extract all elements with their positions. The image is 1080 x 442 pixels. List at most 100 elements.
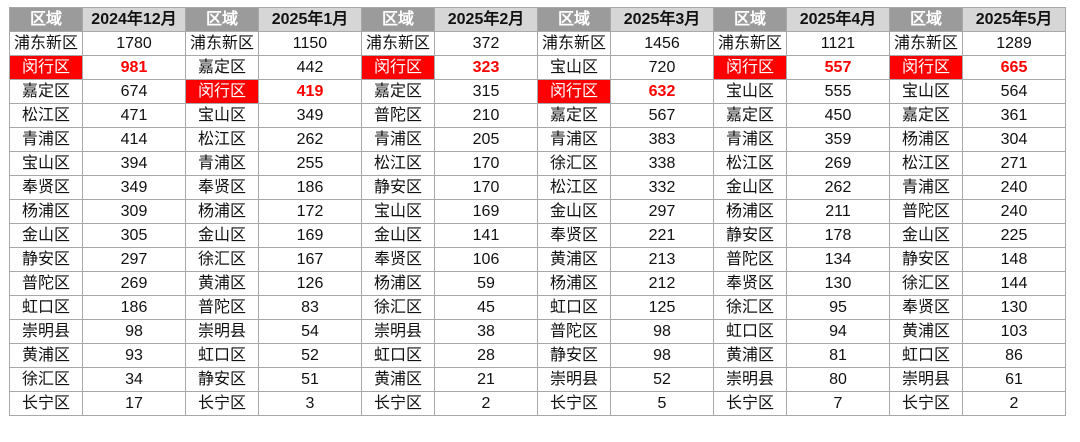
- value-cell: 178: [786, 223, 890, 248]
- value-cell: 205: [434, 127, 538, 152]
- region-cell: 奉贤区: [537, 223, 611, 248]
- region-cell: 金山区: [185, 223, 259, 248]
- value-cell: 372: [434, 31, 538, 56]
- value-cell: 240: [962, 199, 1066, 224]
- value-cell: 51: [258, 367, 362, 392]
- value-cell: 186: [82, 295, 186, 320]
- highlighted-value-cell: 632: [610, 79, 714, 104]
- header-row: 区域 2024年12月 区域 2025年1月 区域 2025年2月 区域 2025年3月 区域 2…: [9, 7, 1066, 32]
- highlighted-value-cell: 323: [434, 55, 538, 80]
- region-cell: 普陀区: [889, 199, 963, 224]
- value-cell: 169: [434, 199, 538, 224]
- value-cell: 262: [258, 127, 362, 152]
- region-cell: 崇明县: [361, 319, 435, 344]
- region-cell: 徐汇区: [9, 367, 83, 392]
- region-cell: 静安区: [361, 175, 435, 200]
- month-column-header: 2025年5月: [962, 7, 1066, 32]
- region-cell: 奉贤区: [9, 175, 83, 200]
- value-cell: 130: [962, 295, 1066, 320]
- value-cell: 28: [434, 343, 538, 368]
- table-row: 崇明县 98 崇明县 54 崇明县 38 普陀区 98 虹口区 94 黄浦区 103: [9, 319, 1066, 344]
- highlighted-value-cell: 419: [258, 79, 362, 104]
- table-row: 长宁区 17 长宁区 3 长宁区 2 长宁区 5 长宁区 7 长宁区 2: [9, 391, 1066, 416]
- value-cell: 442: [258, 55, 362, 80]
- region-cell: 黄浦区: [361, 367, 435, 392]
- district-ranking-table: 区域 2024年12月 区域 2025年1月 区域 2025年2月 区域 2025年3月 区域 2…: [9, 7, 1066, 416]
- value-cell: 304: [962, 127, 1066, 152]
- value-cell: 1456: [610, 31, 714, 56]
- value-cell: 674: [82, 79, 186, 104]
- region-cell: 崇明县: [889, 367, 963, 392]
- value-cell: 349: [82, 175, 186, 200]
- region-cell: 金山区: [9, 223, 83, 248]
- region-column-header: 区域: [9, 7, 83, 32]
- region-cell: 奉贤区: [713, 271, 787, 296]
- value-cell: 83: [258, 295, 362, 320]
- region-cell: 虹口区: [185, 343, 259, 368]
- value-cell: 172: [258, 199, 362, 224]
- value-cell: 1289: [962, 31, 1066, 56]
- region-cell: 长宁区: [185, 391, 259, 416]
- region-cell: 青浦区: [713, 127, 787, 152]
- region-cell: 松江区: [185, 127, 259, 152]
- region-cell: 青浦区: [185, 151, 259, 176]
- region-cell: 静安区: [713, 223, 787, 248]
- value-cell: 315: [434, 79, 538, 104]
- region-cell: 徐汇区: [537, 151, 611, 176]
- region-cell: 虹口区: [889, 343, 963, 368]
- highlighted-region-cell: 闵行区: [9, 55, 83, 80]
- value-cell: 338: [610, 151, 714, 176]
- region-cell: 青浦区: [9, 127, 83, 152]
- region-cell: 黄浦区: [713, 343, 787, 368]
- value-cell: 414: [82, 127, 186, 152]
- value-cell: 309: [82, 199, 186, 224]
- value-cell: 52: [610, 367, 714, 392]
- region-cell: 青浦区: [889, 175, 963, 200]
- table-row: 金山区 305 金山区 169 金山区 141 奉贤区 221 静安区 178 金山区 225: [9, 223, 1066, 248]
- region-cell: 静安区: [889, 247, 963, 272]
- region-cell: 长宁区: [361, 391, 435, 416]
- value-cell: 21: [434, 367, 538, 392]
- value-cell: 564: [962, 79, 1066, 104]
- region-cell: 徐汇区: [185, 247, 259, 272]
- region-cell: 浦东新区: [713, 31, 787, 56]
- value-cell: 167: [258, 247, 362, 272]
- value-cell: 262: [786, 175, 890, 200]
- value-cell: 1150: [258, 31, 362, 56]
- value-cell: 269: [786, 151, 890, 176]
- region-cell: 杨浦区: [361, 271, 435, 296]
- region-cell: 金山区: [713, 175, 787, 200]
- highlighted-value-cell: 981: [82, 55, 186, 80]
- value-cell: 211: [786, 199, 890, 224]
- value-cell: 98: [610, 343, 714, 368]
- value-cell: 2: [962, 391, 1066, 416]
- region-cell: 松江区: [537, 175, 611, 200]
- region-cell: 松江区: [9, 103, 83, 128]
- region-cell: 崇明县: [713, 367, 787, 392]
- highlighted-region-cell: 闵行区: [185, 79, 259, 104]
- value-cell: 38: [434, 319, 538, 344]
- region-cell: 普陀区: [713, 247, 787, 272]
- value-cell: 45: [434, 295, 538, 320]
- value-cell: 297: [82, 247, 186, 272]
- region-cell: 宝山区: [185, 103, 259, 128]
- highlighted-value-cell: 557: [786, 55, 890, 80]
- region-cell: 金山区: [537, 199, 611, 224]
- value-cell: 103: [962, 319, 1066, 344]
- ranking-table-container: 区域 2024年12月 区域 2025年1月 区域 2025年2月 区域 2025年3月 区域 2…: [9, 7, 1066, 416]
- value-cell: 271: [962, 151, 1066, 176]
- value-cell: 59: [434, 271, 538, 296]
- region-cell: 黄浦区: [537, 247, 611, 272]
- region-cell: 杨浦区: [713, 199, 787, 224]
- region-cell: 浦东新区: [361, 31, 435, 56]
- table-row: 嘉定区 674 闵行区 419 嘉定区 315 闵行区 632 宝山区 555 宝山区 564: [9, 79, 1066, 104]
- value-cell: 567: [610, 103, 714, 128]
- region-cell: 浦东新区: [9, 31, 83, 56]
- value-cell: 17: [82, 391, 186, 416]
- table-row: 浦东新区 1780 浦东新区 1150 浦东新区 372 浦东新区 1456 浦东新区 1121 浦…: [9, 31, 1066, 56]
- value-cell: 349: [258, 103, 362, 128]
- value-cell: 305: [82, 223, 186, 248]
- value-cell: 471: [82, 103, 186, 128]
- region-cell: 松江区: [361, 151, 435, 176]
- highlighted-region-cell: 闵行区: [361, 55, 435, 80]
